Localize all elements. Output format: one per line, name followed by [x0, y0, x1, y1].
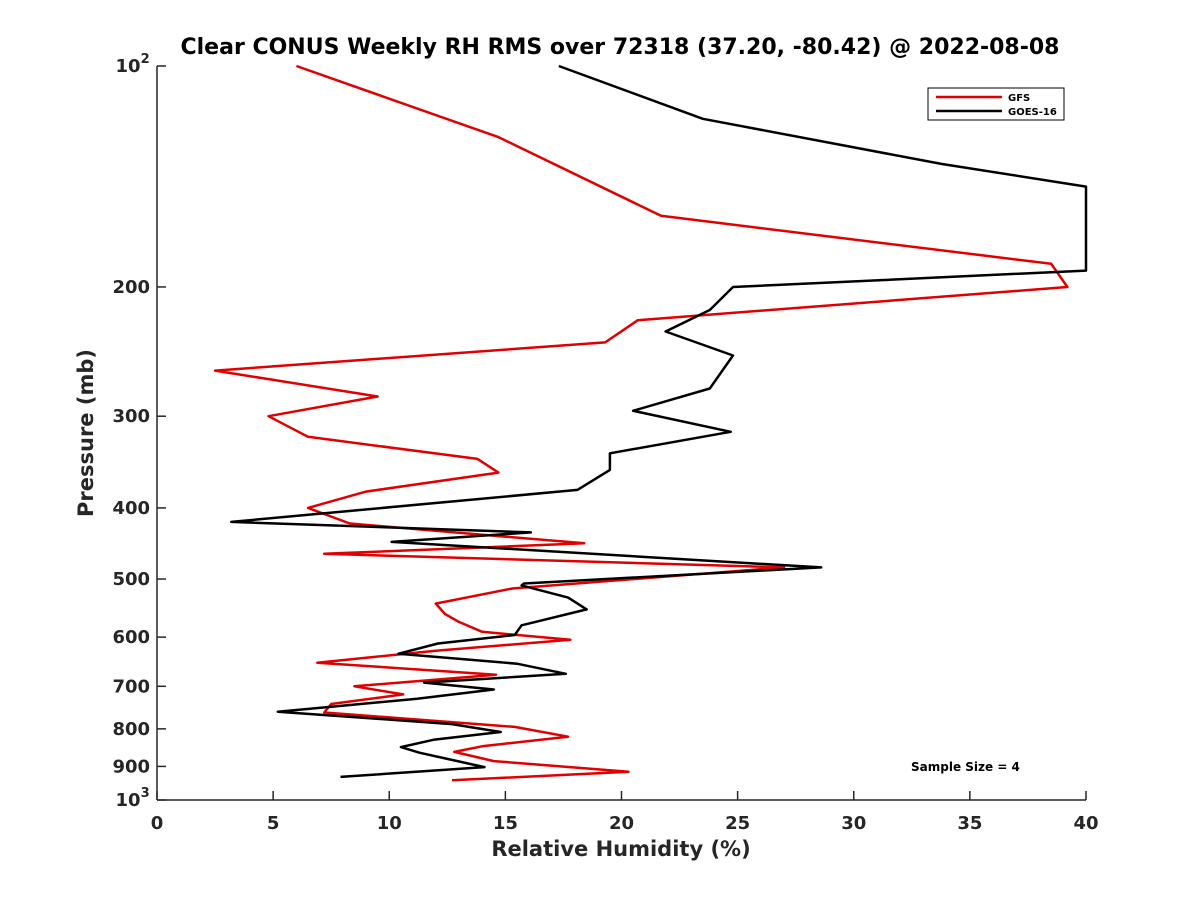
x-tick-label: 40: [1073, 813, 1098, 834]
y-tick-label: 300: [113, 406, 151, 427]
series-line-goes-16: [230, 64, 1088, 779]
y-tick-label: 200: [113, 277, 151, 298]
x-tick-label: 0: [151, 813, 164, 834]
sample-size-annotation: Sample Size = 4: [911, 760, 1020, 774]
legend-box: [927, 87, 1065, 121]
y-tick-label: 700: [113, 676, 151, 697]
legend-label-goes-16: GOES-16: [1008, 107, 1057, 118]
x-tick-label: 25: [725, 813, 750, 834]
chart-title: Clear CONUS Weekly RH RMS over 72318 (37…: [181, 35, 1060, 60]
x-tick-label: 35: [957, 813, 982, 834]
y-ticks: 102 200 300 400 500 600 700 800 900 103: [113, 52, 166, 811]
y-tick-label: 900: [113, 756, 151, 777]
y-tick-label: 600: [113, 627, 151, 648]
legend-label-gfs: GFS: [1008, 93, 1030, 104]
x-tick-label: 5: [267, 813, 280, 834]
legend: GFS GOES-16: [927, 87, 1065, 121]
series-line-gfs: [213, 64, 1069, 782]
y-tick-exponent: 2: [141, 52, 150, 67]
x-axis-label: Relative Humidity (%): [491, 837, 750, 861]
y-tick-label: 102: [116, 52, 150, 77]
x-tick-label: 10: [377, 813, 402, 834]
x-tick-label: 20: [609, 813, 634, 834]
y-tick-label: 400: [113, 498, 151, 519]
y-tick-label: 500: [113, 569, 151, 590]
series-layer: [213, 64, 1088, 782]
x-tick-label: 15: [493, 813, 518, 834]
y-tick-exponent: 3: [141, 786, 150, 801]
y-tick-label: 103: [116, 786, 150, 811]
y-axis-label: Pressure (mb): [74, 349, 98, 517]
x-ticks: 0 5 10 15 20 25 30 35 40: [151, 791, 1099, 834]
x-tick-label: 30: [841, 813, 866, 834]
y-tick-label: 800: [113, 719, 151, 740]
